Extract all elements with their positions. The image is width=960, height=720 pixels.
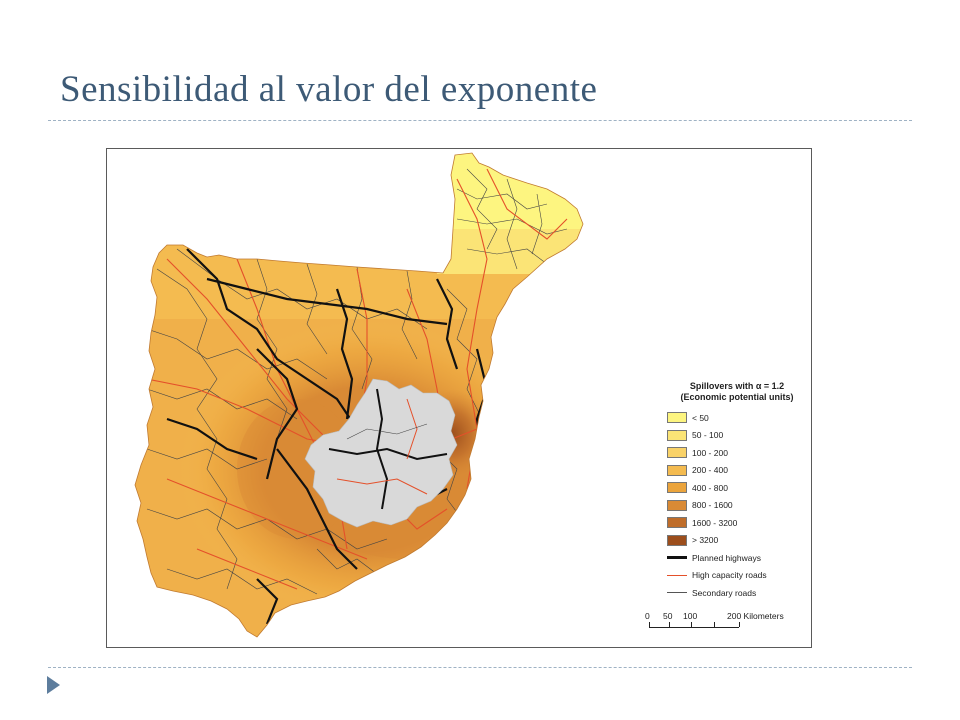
coastline — [134, 152, 584, 638]
legend-label: 800 - 1600 — [692, 500, 733, 511]
scale-tick — [691, 622, 692, 627]
legend-class: 50 - 100 — [667, 427, 807, 445]
legend-label: Secondary roads — [692, 587, 757, 598]
slide-title: Sensibilidad al valor del exponente — [60, 69, 598, 110]
scale-label: 0 — [645, 611, 650, 621]
map-legend: Spillovers with α = 1.2 (Economic potent… — [667, 381, 807, 602]
legend-line: High capacity roads — [667, 567, 807, 585]
legend-line-sample — [667, 556, 687, 560]
legend-class: 1600 - 3200 — [667, 514, 807, 532]
scale-tick — [649, 622, 650, 627]
legend-line: Secondary roads — [667, 584, 807, 602]
legend-swatch — [667, 412, 687, 424]
legend-swatch — [667, 429, 687, 441]
scale-label: 100 — [683, 611, 698, 621]
legend-line-sample — [667, 574, 687, 576]
legend-line: Planned highways — [667, 549, 807, 567]
footer-divider — [48, 667, 912, 668]
play-arrow-icon — [47, 676, 60, 694]
legend-label: 1600 - 3200 — [692, 517, 738, 528]
legend-label: 50 - 100 — [692, 430, 724, 441]
legend-swatch — [667, 534, 687, 546]
legend-class: 800 - 1600 — [667, 497, 807, 515]
legend-swatch — [667, 447, 687, 459]
legend-title: Spillovers with α = 1.2 (Economic potent… — [667, 381, 807, 403]
legend-class: < 50 — [667, 409, 807, 427]
legend-label: > 3200 — [692, 535, 719, 546]
map-figure: Spillovers with α = 1.2 (Economic potent… — [106, 148, 812, 648]
legend-label: Planned highways — [692, 552, 761, 563]
scale-line — [649, 627, 739, 628]
legend-title-line2: (Economic potential units) — [680, 392, 794, 402]
legend-label: 100 - 200 — [692, 447, 728, 458]
scale-label: 200 Kilometers — [727, 611, 784, 621]
legend-label: < 50 — [692, 412, 709, 423]
legend-class: 100 - 200 — [667, 444, 807, 462]
scale-tick — [669, 622, 670, 627]
legend-swatch — [667, 464, 687, 476]
legend-class: 200 - 400 — [667, 462, 807, 480]
legend-line-sample — [667, 592, 687, 594]
legend-class: > 3200 — [667, 532, 807, 550]
legend-label: 200 - 400 — [692, 465, 728, 476]
legend-swatch — [667, 482, 687, 494]
map-canvas — [134, 152, 584, 638]
scale-bar: 0 50 100 200 Kilometers — [639, 611, 799, 641]
legend-class: 400 - 800 — [667, 479, 807, 497]
legend-swatch — [667, 517, 687, 529]
study-region-roads — [328, 388, 448, 510]
scale-tick — [739, 622, 740, 627]
legend-label: High capacity roads — [692, 570, 767, 581]
title-divider — [48, 120, 912, 121]
scale-label: 50 — [663, 611, 673, 621]
scale-tick — [714, 622, 715, 627]
legend-label: 400 - 800 — [692, 482, 728, 493]
legend-swatch — [667, 499, 687, 511]
legend-title-line1: Spillovers with α = 1.2 — [689, 381, 785, 391]
